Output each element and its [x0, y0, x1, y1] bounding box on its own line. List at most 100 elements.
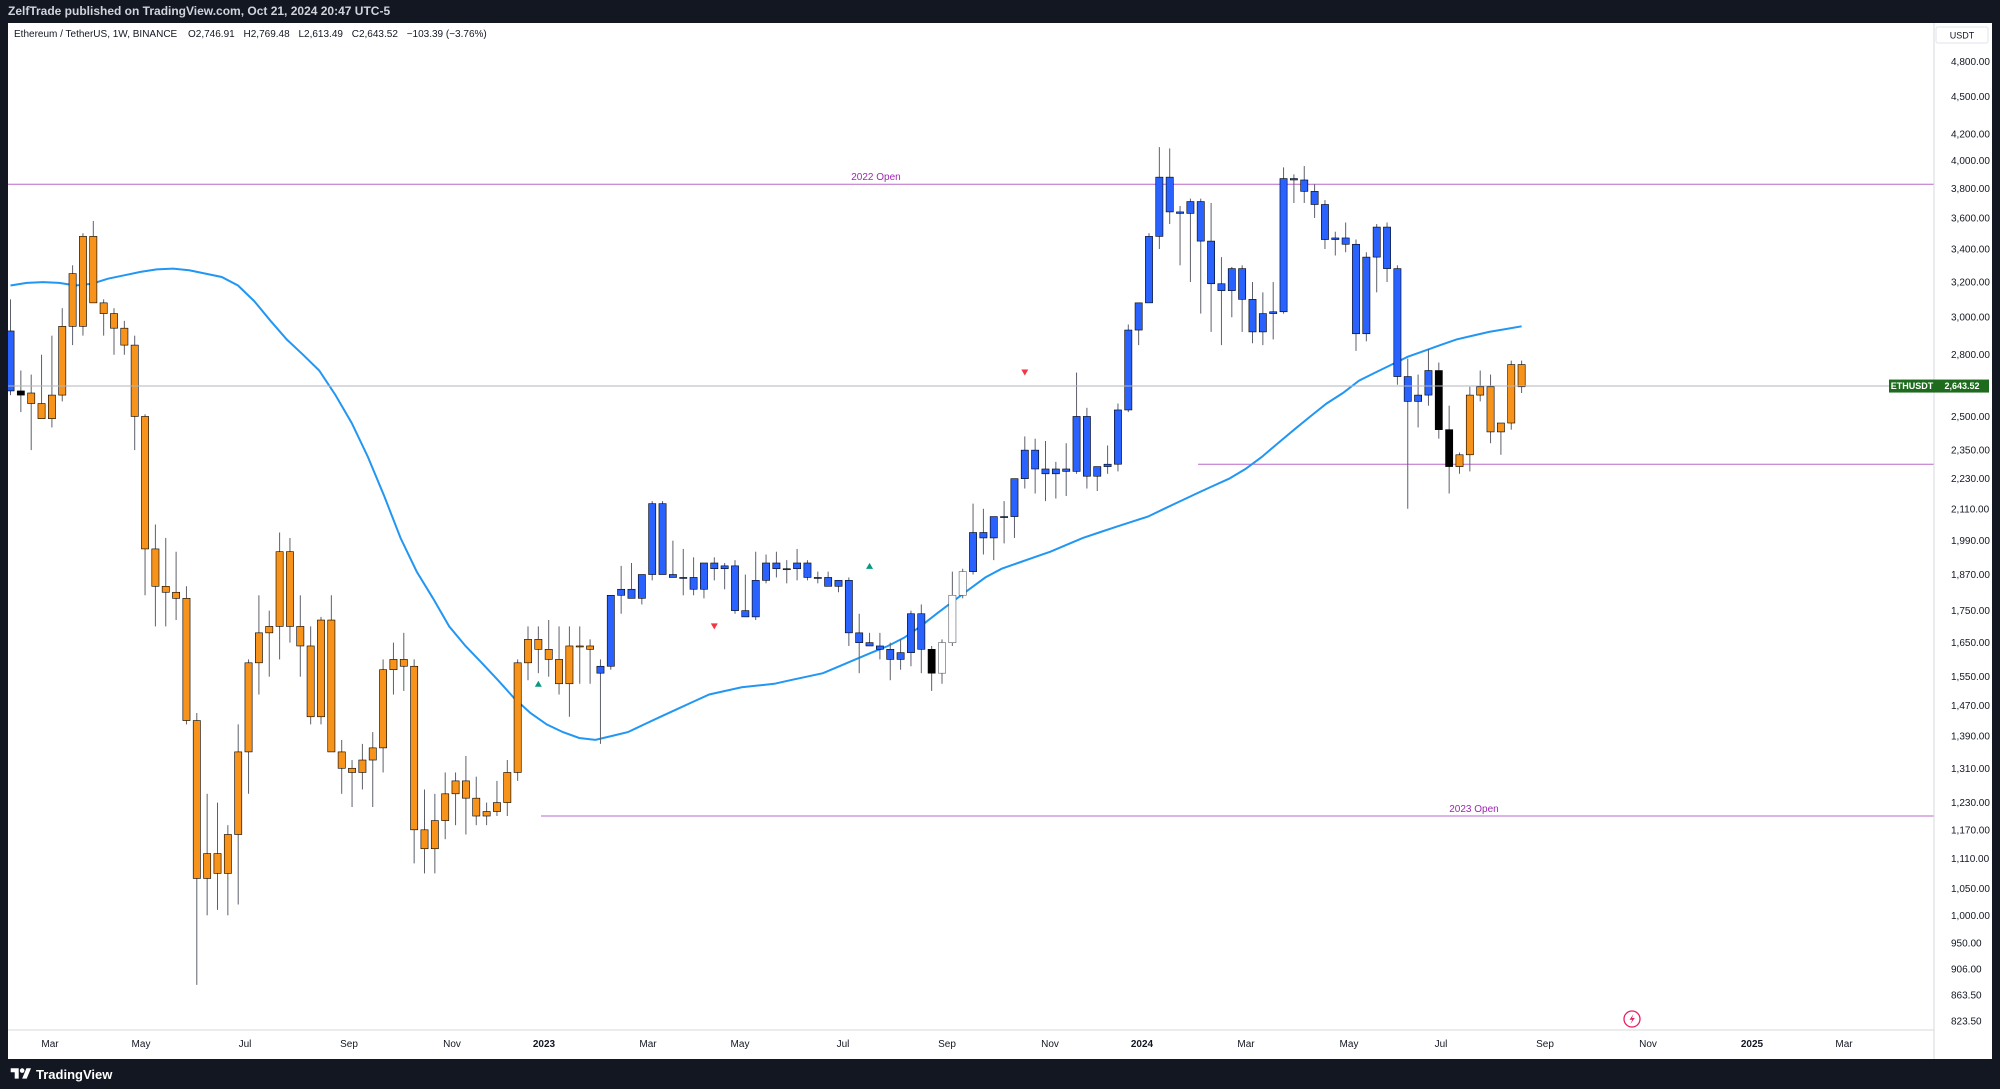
candle — [47, 335, 56, 428]
time-tick: Sep — [1536, 1039, 1554, 1050]
time-tick: Mar — [639, 1039, 657, 1050]
candle-body — [110, 313, 118, 329]
candle-body — [524, 639, 532, 664]
candle — [1507, 360, 1516, 430]
time-tick: May — [1340, 1039, 1359, 1050]
price-tick: 2,350.00 — [1951, 446, 1990, 457]
candle — [37, 354, 46, 419]
candle — [1352, 239, 1360, 351]
tradingview-logo[interactable]: TradingView — [10, 1066, 112, 1082]
candle — [234, 724, 243, 905]
candle-body — [1372, 226, 1381, 258]
candle — [1383, 222, 1391, 283]
candle-body — [1248, 299, 1257, 333]
candle — [524, 626, 532, 681]
candle — [1497, 422, 1505, 455]
legend-high-label: H — [244, 29, 251, 40]
candle-body — [410, 665, 419, 831]
price-tick: 4,200.00 — [1951, 130, 1990, 141]
candle-body — [1165, 176, 1174, 213]
price-tick: 1,230.00 — [1951, 798, 1990, 809]
tradingview-brand: TradingView — [36, 1066, 113, 1082]
candle — [244, 659, 253, 794]
candle-body — [824, 577, 833, 587]
price-tick: 863.50 — [1951, 991, 1982, 1002]
candle — [420, 789, 429, 874]
candle-body — [441, 793, 450, 821]
candle — [286, 537, 294, 643]
candle — [1134, 302, 1143, 346]
candle — [1196, 198, 1205, 314]
price-tick: 4,000.00 — [1951, 156, 1990, 167]
candle — [1269, 282, 1278, 340]
chart-frame: 2022 Open 2023 Open 4,800.00 4,500.00 4,200… — [6, 23, 1992, 1059]
candle — [337, 739, 346, 794]
candle-body — [513, 662, 522, 773]
candle — [161, 537, 170, 627]
moving-average-layer — [10, 267, 1522, 741]
candle-body — [1134, 302, 1143, 331]
candle-body — [130, 344, 139, 417]
candle — [306, 626, 315, 725]
candle-body — [286, 551, 294, 627]
candle-body — [989, 516, 998, 539]
price-tick: 2,110.00 — [1951, 504, 1990, 515]
candle — [6, 299, 15, 396]
candle — [948, 571, 957, 646]
candle — [68, 265, 77, 346]
candle-body — [337, 751, 346, 769]
price-tick: 823.50 — [1951, 1017, 1982, 1028]
candle — [192, 713, 201, 985]
candle-body — [720, 565, 729, 570]
candle — [793, 548, 801, 581]
chart-svg[interactable]: 2022 Open 2023 Open 4,800.00 4,500.00 4,200… — [6, 23, 1992, 1059]
candle — [255, 595, 263, 695]
time-tick: Mar — [1835, 1039, 1853, 1050]
unit-box[interactable] — [1935, 26, 1989, 44]
candle-body — [317, 619, 325, 718]
candle — [172, 551, 180, 621]
candle-body — [151, 548, 160, 587]
candle-body — [1393, 268, 1402, 377]
candle-body — [213, 853, 222, 874]
candle-body — [855, 632, 864, 643]
candle-body — [161, 585, 170, 593]
candle — [120, 320, 129, 355]
candle — [700, 562, 708, 599]
candle-body — [1031, 449, 1040, 470]
candle — [399, 632, 408, 691]
footer-bar: TradingView — [0, 1059, 2000, 1089]
time-tick: 2024 — [1131, 1039, 1154, 1050]
candle — [1248, 282, 1257, 344]
candle-body — [1486, 386, 1495, 433]
candle-body — [306, 645, 315, 718]
candle — [1445, 405, 1454, 494]
price-tick: 3,600.00 — [1951, 213, 1990, 224]
candle-body — [203, 853, 212, 879]
candle-body — [358, 759, 367, 773]
price-tick: 3,000.00 — [1951, 313, 1990, 324]
candle — [275, 532, 284, 660]
legend-close: 2,643.52 — [359, 29, 398, 40]
candle — [141, 414, 149, 596]
candle-body — [27, 392, 36, 404]
price-axis-bg[interactable] — [1935, 23, 1992, 1059]
candle-body — [472, 797, 481, 817]
candle — [1114, 403, 1122, 472]
candle-body — [803, 562, 812, 578]
candle — [875, 632, 884, 660]
candle — [1062, 443, 1071, 497]
candle-body — [1103, 463, 1112, 467]
candle-body — [1083, 416, 1091, 477]
candle — [482, 802, 491, 826]
price-tick: 1,170.00 — [1951, 825, 1990, 836]
candle — [679, 548, 688, 596]
candle-body — [1155, 176, 1164, 237]
candle-body — [596, 665, 605, 674]
candle — [1176, 205, 1184, 266]
lightning-icon[interactable] — [1623, 1010, 1641, 1028]
candle — [1310, 184, 1319, 218]
candle-body — [120, 327, 129, 346]
candle-body — [689, 577, 698, 590]
candle-body — [1445, 429, 1454, 467]
